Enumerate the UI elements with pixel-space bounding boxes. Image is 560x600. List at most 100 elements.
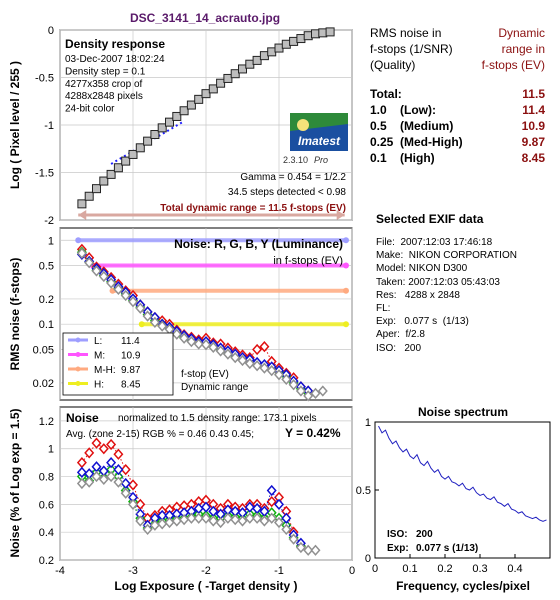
summary-row: 1.0 (Low): 11.4	[370, 102, 545, 118]
rms-legend-label: M-H:	[94, 365, 116, 376]
rms-point-y	[237, 354, 248, 367]
noise-point-y	[142, 523, 153, 536]
exif-list: File: 2007:12:03 17:46:18 Make: NIKON COR…	[376, 236, 551, 355]
rms-legend-value: 10.9	[121, 351, 141, 362]
summary-dr: 9.87	[521, 135, 545, 149]
rms-point-y	[84, 257, 95, 269]
rms-threshold-dot	[75, 237, 82, 244]
density-info-line: 4277x358 crop of	[65, 79, 143, 90]
noise-point-y	[215, 516, 226, 529]
rms-point-y	[259, 362, 270, 374]
spectrum-exp-value: 0.077 s (1/13)	[416, 543, 478, 554]
noise-normalized-text: normalized to 1.5 density range: 173.1 p…	[118, 413, 316, 424]
rms-point-y	[171, 328, 182, 340]
density-marker	[296, 34, 306, 44]
noise-x-ticks: -4 -3 -2 -1 0	[55, 565, 355, 577]
spectrum-iso-value: 200	[416, 529, 433, 540]
rms-point-y	[222, 348, 233, 360]
density-marker	[165, 117, 174, 127]
noise-point-y	[230, 514, 241, 526]
noise-xtick-label: -4	[55, 565, 65, 577]
rms-point-y	[186, 335, 197, 348]
rms-point-y	[310, 387, 321, 399]
rms-threshold-dot	[138, 321, 145, 328]
total-dr-text: Total dynamic range = 11.5 f-stops (EV)	[160, 203, 346, 214]
rms-threshold-dot	[343, 262, 349, 269]
summary-row: 0.5 (Medium) 10.9	[370, 118, 545, 134]
rms-legend-value: 8.45	[121, 380, 141, 391]
spectrum-ytick-label: 0	[365, 553, 371, 565]
density-marker	[230, 69, 240, 79]
rms-header: RMS noise in f-stops (1/SNR) (Quality)	[370, 26, 453, 72]
rms-title: Noise: R, G, B, Y (Luminance)	[174, 237, 343, 251]
rms-point-r	[259, 341, 270, 353]
total-dr-arrowhead	[336, 210, 345, 220]
noise-point-b	[281, 512, 292, 524]
density-marker	[186, 100, 196, 110]
rms-point-y	[295, 385, 306, 397]
rms-legend-items: L: 11.4 M: 10.9 M-H: 9.87 H: 8.45	[68, 336, 141, 391]
imatest-logo-text: Imatest	[298, 134, 341, 148]
noise-ytick-label: 0.8	[39, 472, 54, 484]
noise-ytick-label: 0.4	[39, 527, 54, 539]
exif-row: Exp: 0.077 s (1/13)	[376, 316, 469, 328]
rms-threshold-dot	[343, 321, 349, 328]
density-marker	[223, 73, 233, 83]
noise-point-r	[84, 447, 95, 459]
spectrum-xtick-label: 0.2	[437, 563, 452, 575]
density-marker	[143, 136, 153, 146]
rms-point-y	[120, 289, 131, 302]
rms-ytick-label: 0.1	[39, 319, 54, 331]
gamma-fit-line	[110, 120, 185, 165]
density-marker	[77, 199, 87, 209]
rms-legend-label: H:	[94, 380, 104, 391]
rms-legend-title-line: Dynamic range	[181, 382, 249, 393]
rms-point-y	[288, 379, 299, 391]
summary-dr: 10.9	[521, 119, 545, 133]
rms-point-y	[76, 247, 87, 259]
density-marker	[179, 106, 189, 116]
noise-ytick-label: 0.6	[39, 499, 54, 511]
rms-legend: L: 11.4 M: 10.9 M-H: 9.87 H: 8.45	[62, 332, 174, 396]
figure-title: DSC_3141_14_acrauto.jpg	[130, 11, 280, 25]
rms-ytick-label: 1	[48, 235, 54, 247]
density-marker	[157, 123, 167, 133]
noise-point-r	[91, 437, 102, 449]
imatest-edition: Pro	[314, 155, 328, 165]
density-marker	[84, 191, 94, 201]
noise-ytick-label: 1.2	[39, 416, 54, 428]
density-marker	[216, 78, 226, 88]
noise-ytick-label: 1	[48, 444, 54, 456]
exif-row: File: 2007:12:03 17:46:18	[376, 237, 493, 248]
rms-threshold-dot	[343, 287, 349, 294]
noise-point-y	[237, 515, 248, 527]
noise-point-y	[200, 512, 212, 524]
rms-point-y	[193, 338, 204, 350]
density-ytick-label: -1.5	[35, 168, 54, 180]
summary-rms: 1.0	[370, 103, 387, 117]
total-dynamic-range-arrow	[78, 210, 345, 220]
noise-xtick-label: -2	[201, 565, 211, 577]
rms-ytick-label: 0.5	[39, 261, 54, 273]
noise-point-y	[244, 512, 255, 524]
noise-ytick-label: 0.2	[39, 555, 54, 567]
noise-point-y	[288, 533, 299, 545]
spectrum-xtick-label: 0.3	[472, 563, 487, 575]
spectrum-title: Noise spectrum	[418, 405, 508, 419]
summary-row: 0.1 (High) 8.45	[370, 150, 545, 166]
rms-legend-swatch-dot	[75, 337, 81, 343]
noise-point-y	[186, 512, 197, 524]
noise-point-y	[208, 515, 219, 527]
summary-dr: 11.4	[522, 103, 545, 117]
exif-row: Make: NIKON CORPORATION	[376, 250, 517, 262]
density-marker	[201, 89, 211, 99]
exif-row: Taken: 2007:12:03 05:43:03	[376, 276, 500, 288]
density-info-line: 4288x2848 pixels	[65, 91, 143, 102]
noise-point-b	[113, 463, 124, 476]
rms-legend-title: f-stop (EV) Dynamic range	[181, 369, 249, 393]
noise-point-y	[310, 544, 321, 556]
density-ytick-label: -0.5	[35, 73, 54, 85]
density-ylabel: Log ( Pixel level / 255 )	[8, 61, 22, 189]
summary-dr: 8.45	[521, 151, 545, 165]
